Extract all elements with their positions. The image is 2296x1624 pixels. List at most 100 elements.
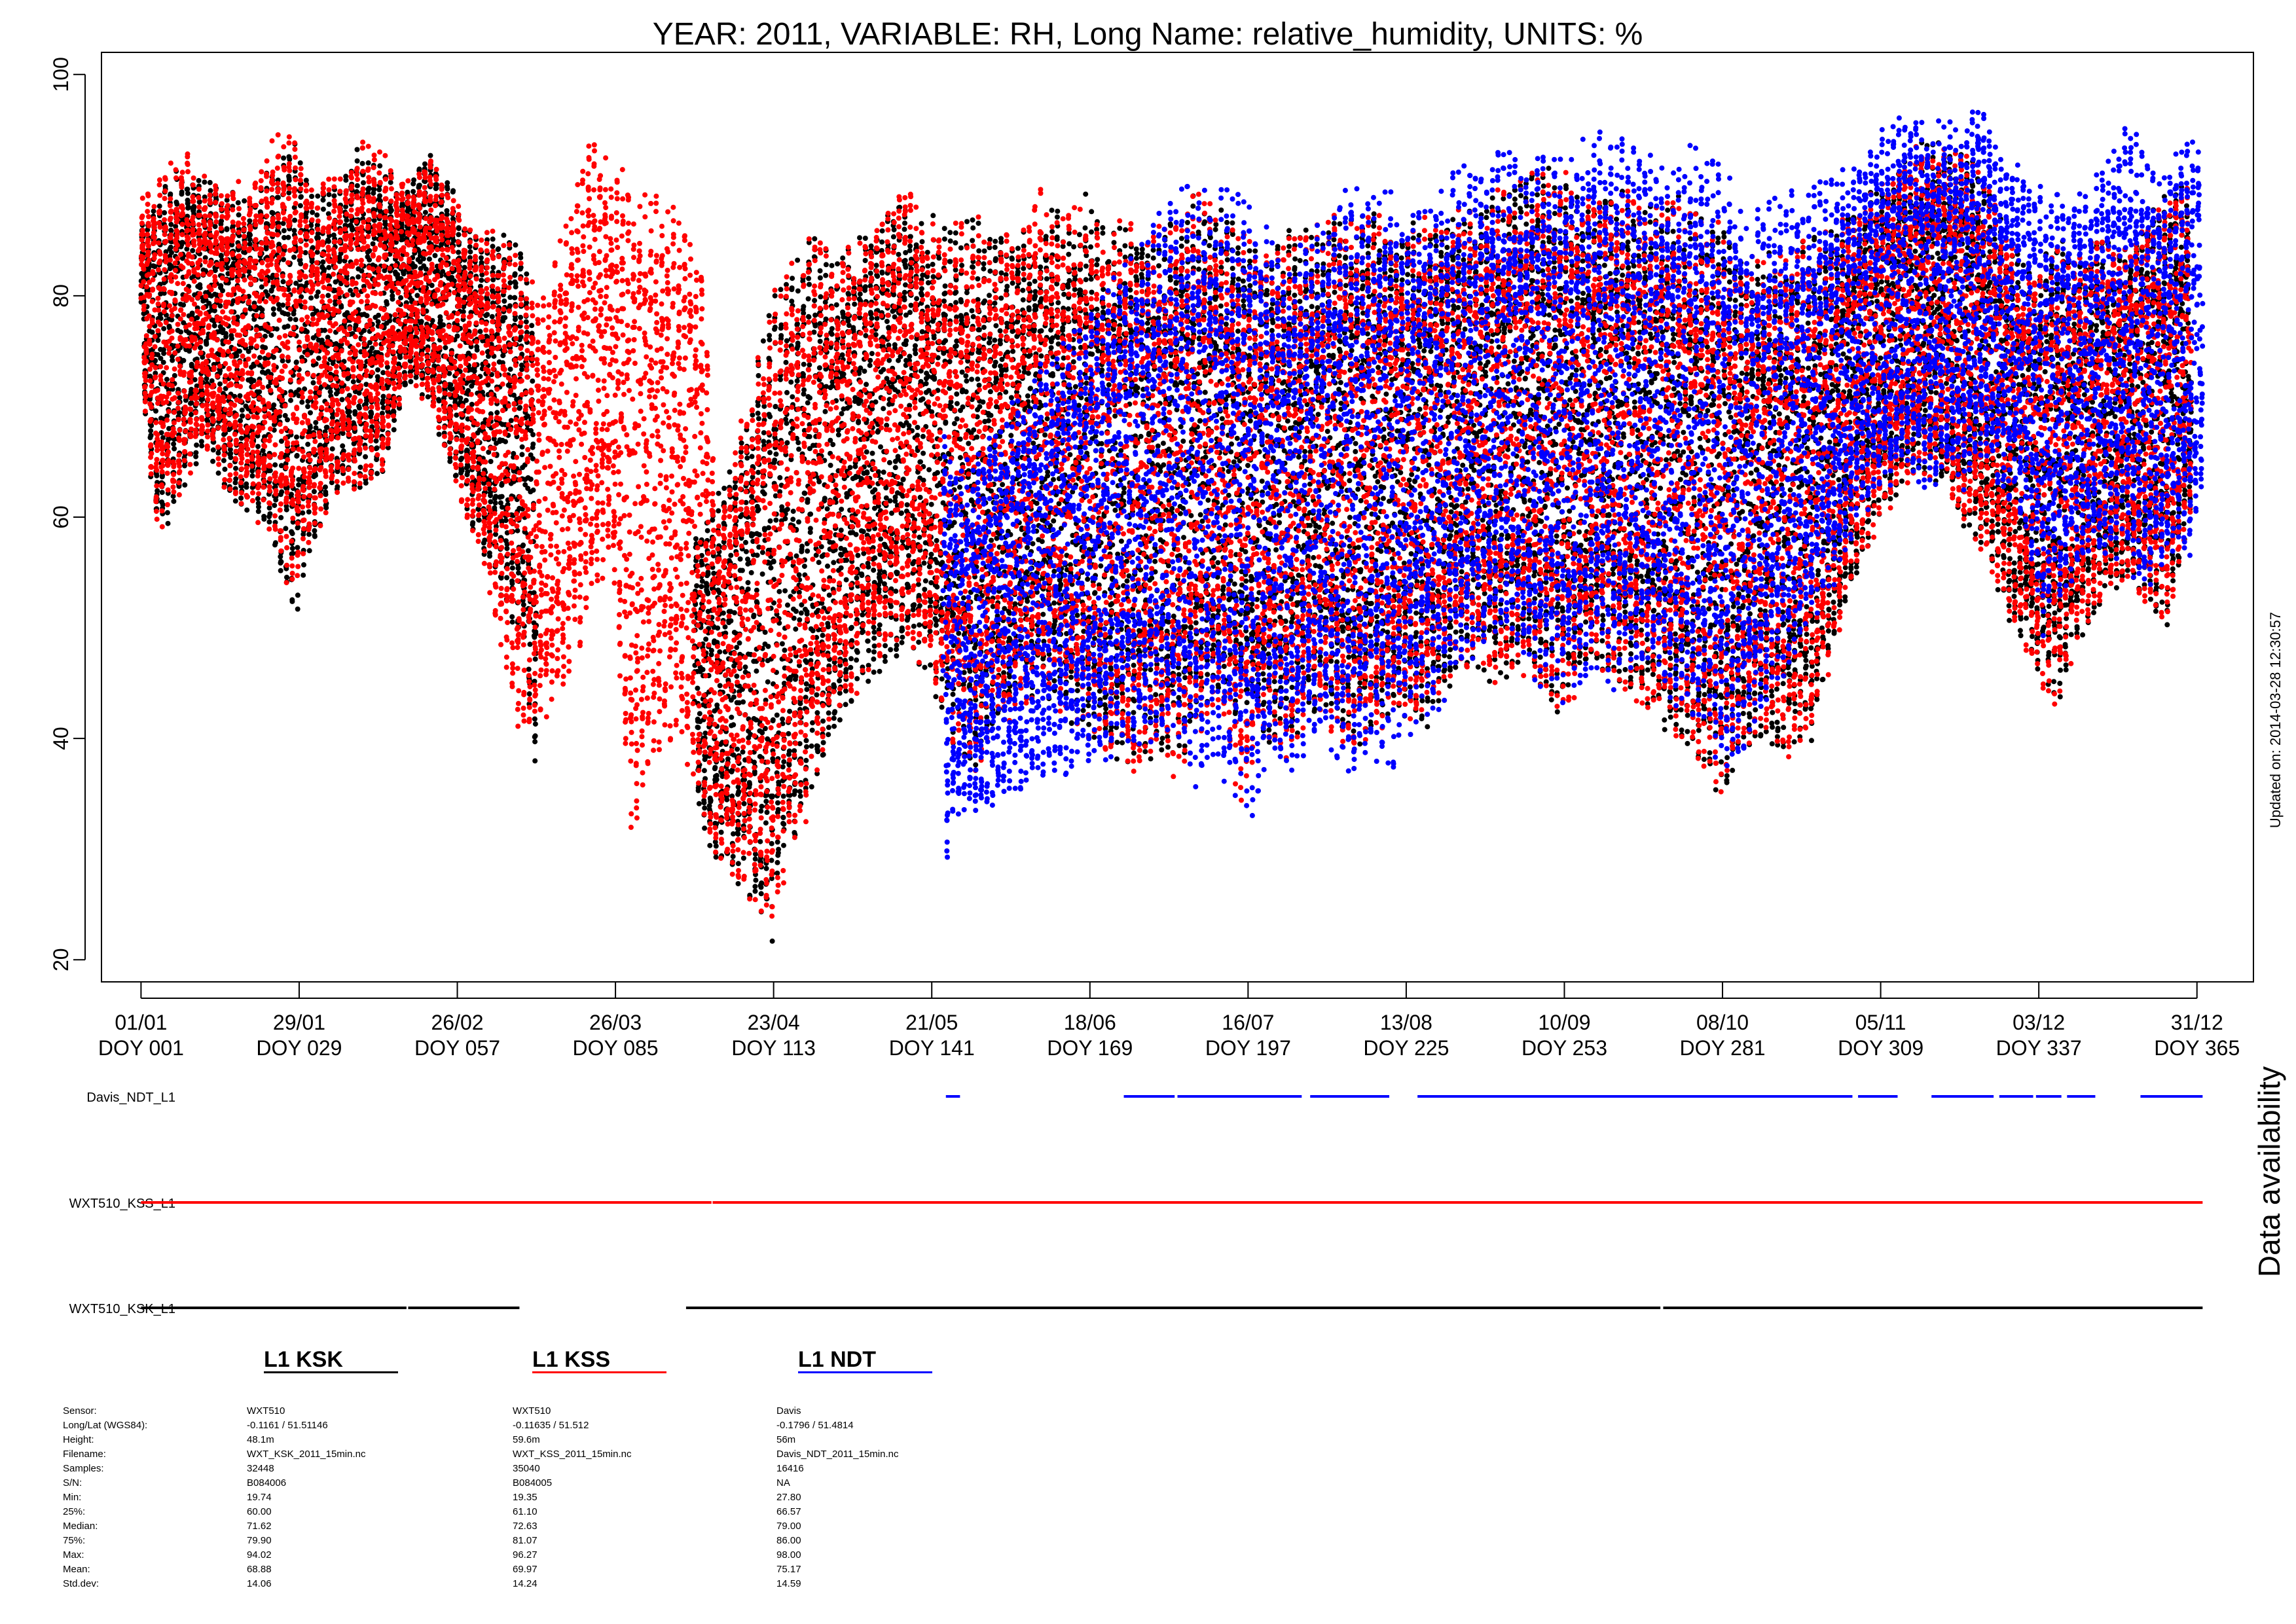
data-point — [487, 554, 492, 559]
data-point — [179, 189, 185, 194]
data-point — [482, 537, 487, 543]
data-point — [323, 492, 329, 497]
data-point — [776, 847, 781, 852]
data-point — [815, 744, 820, 749]
data-point — [274, 327, 280, 332]
data-point — [773, 452, 778, 457]
data-point — [296, 482, 301, 488]
data-point — [211, 447, 216, 452]
data-point — [754, 588, 759, 593]
data-point — [484, 312, 490, 317]
data-point — [403, 382, 408, 388]
data-point — [749, 570, 754, 575]
data-point — [740, 749, 746, 755]
data-point — [189, 412, 194, 417]
data-point — [520, 543, 526, 548]
data-point — [854, 532, 859, 537]
data-point — [193, 450, 198, 456]
data-point — [767, 414, 773, 420]
data-point — [815, 749, 820, 754]
data-point — [801, 362, 807, 367]
x-tick-date: 29/01 — [273, 1011, 325, 1034]
data-point — [724, 797, 729, 803]
x-tick-doy: DOY 337 — [1996, 1036, 2082, 1060]
data-point — [829, 263, 835, 268]
x-tick-date: 26/02 — [431, 1011, 483, 1034]
data-point — [731, 695, 737, 700]
data-point — [805, 611, 810, 617]
data-point — [428, 153, 433, 158]
data-point — [236, 200, 241, 206]
data-point — [305, 442, 310, 447]
data-point — [759, 730, 765, 735]
data-point — [200, 397, 205, 402]
data-point — [242, 198, 247, 204]
data-point — [793, 788, 798, 793]
data-point — [505, 541, 510, 547]
data-point — [271, 306, 276, 312]
data-point — [441, 322, 446, 327]
data-point — [335, 484, 340, 490]
data-point — [816, 479, 822, 484]
data-point — [793, 626, 798, 632]
data-point — [295, 545, 300, 550]
data-point — [164, 377, 170, 382]
data-point — [762, 491, 767, 496]
data-point — [298, 203, 303, 208]
data-point — [787, 748, 792, 753]
data-point — [388, 180, 393, 185]
data-point — [308, 425, 313, 430]
data-point — [509, 581, 515, 586]
data-point — [494, 410, 500, 415]
data-point — [503, 439, 508, 444]
data-point — [793, 609, 799, 614]
data-point — [271, 403, 276, 408]
data-point — [301, 573, 306, 578]
x-tick-doy: DOY 085 — [573, 1036, 659, 1060]
data-point — [778, 323, 784, 328]
data-point — [790, 285, 795, 291]
data-point — [809, 744, 814, 749]
data-point — [169, 250, 174, 255]
data-point — [374, 471, 380, 476]
data-point — [281, 279, 286, 284]
data-point — [273, 540, 278, 545]
data-point — [785, 507, 790, 512]
data-point — [699, 584, 704, 589]
data-point — [835, 261, 840, 266]
data-point — [795, 378, 800, 384]
data-point — [801, 388, 807, 393]
data-point — [171, 499, 176, 504]
data-point — [518, 315, 523, 320]
data-point — [528, 477, 534, 482]
data-point — [824, 262, 829, 267]
data-point — [392, 427, 397, 433]
data-point — [503, 518, 509, 523]
data-point — [844, 558, 849, 563]
data-point — [294, 359, 299, 365]
data-point — [268, 333, 274, 338]
data-point — [160, 502, 166, 507]
data-point — [732, 610, 737, 615]
data-point — [839, 507, 844, 512]
x-tick-date: 31/12 — [2171, 1011, 2223, 1034]
data-point — [848, 465, 853, 470]
data-point — [831, 560, 836, 565]
data-point — [714, 854, 719, 859]
data-point — [840, 255, 845, 261]
data-point — [417, 166, 422, 171]
data-point — [359, 268, 364, 274]
data-point — [775, 860, 780, 865]
data-point — [798, 793, 803, 799]
data-point — [279, 559, 284, 564]
data-point — [744, 549, 749, 554]
data-point — [437, 398, 442, 403]
y-tick-label: 100 — [49, 57, 73, 92]
data-point — [747, 782, 752, 787]
data-point — [782, 588, 788, 594]
x-tick-doy: DOY 253 — [1522, 1036, 1607, 1060]
data-point — [191, 204, 196, 209]
x-tick-doy: DOY 281 — [1680, 1036, 1766, 1060]
y-tick-label: 40 — [49, 727, 73, 750]
scatter-points — [138, 109, 2205, 944]
